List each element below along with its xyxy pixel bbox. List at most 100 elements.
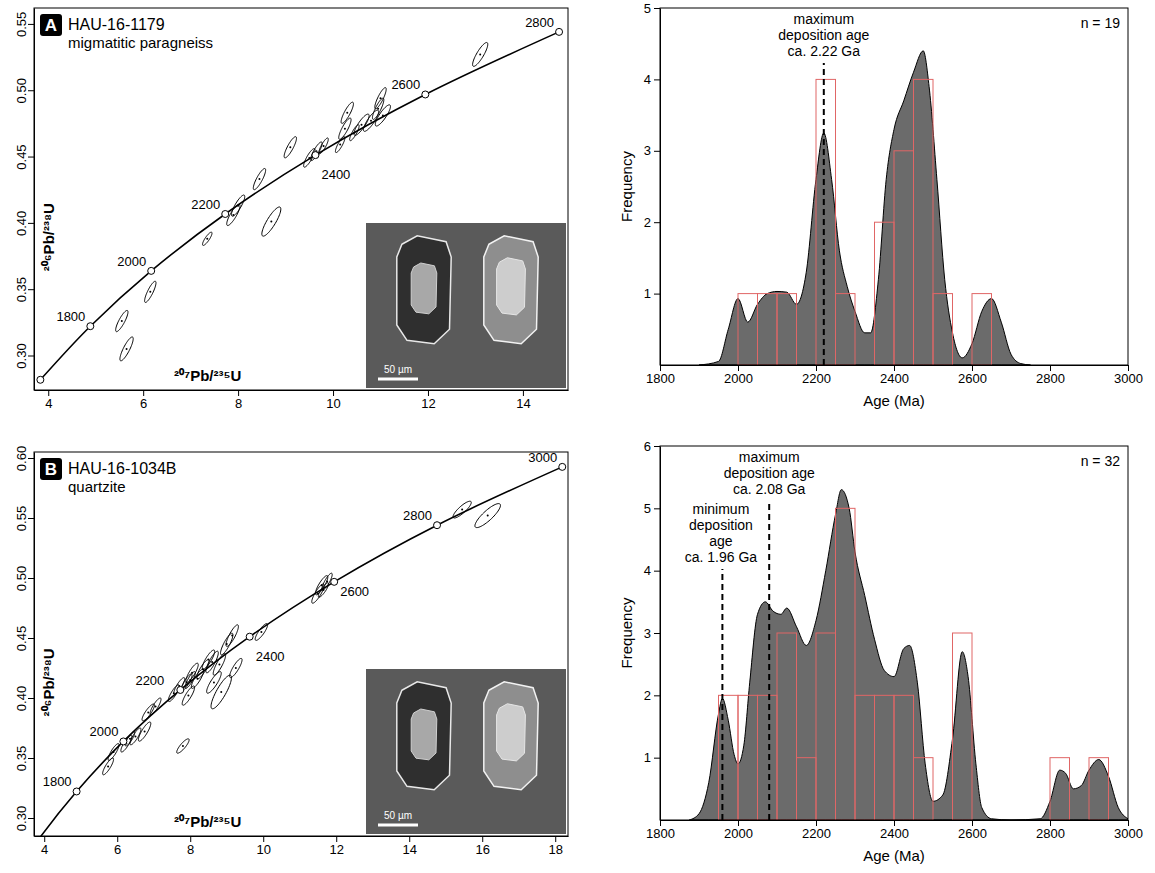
error-ellipse <box>213 654 225 676</box>
x-tick-label: 2600 <box>958 826 987 841</box>
annotation-line: ca. 1.96 Ga <box>685 549 758 565</box>
ellipse-center <box>218 663 220 665</box>
concordia-age-label: 2800 <box>525 15 554 30</box>
y-tick-mark <box>654 571 660 572</box>
y-tick-label: 4 <box>644 563 651 578</box>
y-tick-label: 5 <box>644 1 651 16</box>
error-ellipse <box>255 624 267 641</box>
x-tick-label: 12 <box>329 842 343 857</box>
x-tick-label: 2400 <box>880 371 909 386</box>
x-tick: 12 <box>329 836 343 857</box>
ellipse-center <box>206 238 208 240</box>
plot-frame <box>34 452 568 836</box>
x-tick-mark <box>972 365 973 371</box>
x-tick-mark <box>238 390 239 396</box>
x-tick-mark <box>1128 820 1129 826</box>
x-tick: 2200 <box>802 365 831 386</box>
y-tick-mark <box>654 79 660 80</box>
error-ellipse <box>375 88 386 109</box>
panel-letter-box <box>40 458 62 480</box>
x-tick-label: 6 <box>114 842 121 857</box>
y-tick-mark <box>654 446 660 447</box>
y-tick-label: 0.60 <box>14 446 29 471</box>
histogram-bar <box>836 294 856 365</box>
ellipse-center <box>155 705 157 707</box>
x-tick-mark <box>333 390 334 396</box>
y-tick: 0.30 <box>14 806 34 831</box>
zircon-grain <box>484 682 538 790</box>
error-ellipse <box>150 698 161 715</box>
scale-bar <box>378 824 418 827</box>
x-axis: 1800200022002400260028003000 <box>646 820 1143 841</box>
x-tick-mark <box>44 836 45 842</box>
error-ellipse <box>253 168 265 189</box>
x-tick-mark <box>1050 820 1051 826</box>
histogram-bar <box>894 695 914 820</box>
x-tick: 8 <box>187 836 194 857</box>
y-tick: 0.30 <box>14 343 34 368</box>
y-tick-label: 3 <box>644 626 651 641</box>
y-tick: 0.35 <box>14 746 34 771</box>
x-tick: 2400 <box>880 820 909 841</box>
histogram-bar <box>875 222 895 365</box>
histogram-bar <box>836 508 856 820</box>
plot-frame <box>660 8 1128 365</box>
x-tick-mark <box>894 365 895 371</box>
y-tick-label: 6 <box>644 439 651 454</box>
annotation-line: age <box>709 533 733 549</box>
error-ellipse <box>284 137 296 158</box>
y-tick: 0.50 <box>14 566 34 591</box>
error-ellipse <box>174 678 185 695</box>
x-tick-label: 2000 <box>724 371 753 386</box>
concordia-age-marker <box>37 376 44 383</box>
y-tick-label: 0.50 <box>14 566 29 591</box>
annotation-line: ca. 2.08 Ga <box>733 481 806 497</box>
y-tick: 4 <box>644 563 660 578</box>
y-tick: 0.35 <box>14 277 34 302</box>
zircon-core <box>497 258 526 315</box>
scale-bar <box>378 378 418 381</box>
ellipse-center <box>479 53 481 55</box>
x-tick: 3000 <box>1114 820 1143 841</box>
density-curve <box>699 51 1031 365</box>
y-tick: 0.40 <box>14 211 34 236</box>
zircon-grain <box>397 236 451 344</box>
histogram-bar <box>816 79 836 365</box>
histogram-bar <box>972 294 992 365</box>
plot-data <box>34 463 566 836</box>
x-tick-label: 14 <box>516 396 530 411</box>
error-ellipse <box>473 42 488 66</box>
y-tick: 6 <box>644 439 660 454</box>
x-axis: 1800200022002400260028003000 <box>646 365 1143 386</box>
ellipse-center <box>258 178 260 180</box>
histogram-panel: 180020002200240026002800300012345maximum… <box>618 1 1143 409</box>
plot-frame <box>660 446 1128 820</box>
x-tick-mark <box>1050 365 1051 371</box>
error-ellipse <box>177 739 189 753</box>
x-tick-mark <box>263 836 264 842</box>
error-ellipse <box>206 651 218 673</box>
y-axis-title: Frequency <box>618 151 635 222</box>
x-tick-label: 2400 <box>880 826 909 841</box>
annotation: maximumdeposition ageca. 2.08 Ga <box>724 449 815 497</box>
y-tick: 0.60 <box>14 446 34 471</box>
histogram-bar <box>777 294 797 365</box>
ellipse-center <box>344 128 346 130</box>
concordia-age-label: 2400 <box>321 167 350 182</box>
x-tick-label: 3000 <box>1114 371 1143 386</box>
annotation-line: ca. 2.22 Ga <box>788 43 861 59</box>
annotation-line: deposition age <box>724 465 815 481</box>
x-tick-mark <box>660 365 661 371</box>
x-tick: 16 <box>475 836 489 857</box>
x-tick-mark <box>117 836 118 842</box>
x-tick-label: 14 <box>402 842 416 857</box>
ellipse-center <box>220 691 222 693</box>
ellipse-center <box>322 589 324 591</box>
x-axis-title: ²⁰⁷Pb/²³⁵U <box>174 367 241 384</box>
x-tick: 2600 <box>958 365 987 386</box>
cl-image-inset: 50 µm <box>366 669 566 834</box>
y-tick: 3 <box>644 143 660 158</box>
y-tick-label: 1 <box>644 286 651 301</box>
x-tick: 6 <box>140 390 147 411</box>
histogram-bar <box>914 758 934 820</box>
